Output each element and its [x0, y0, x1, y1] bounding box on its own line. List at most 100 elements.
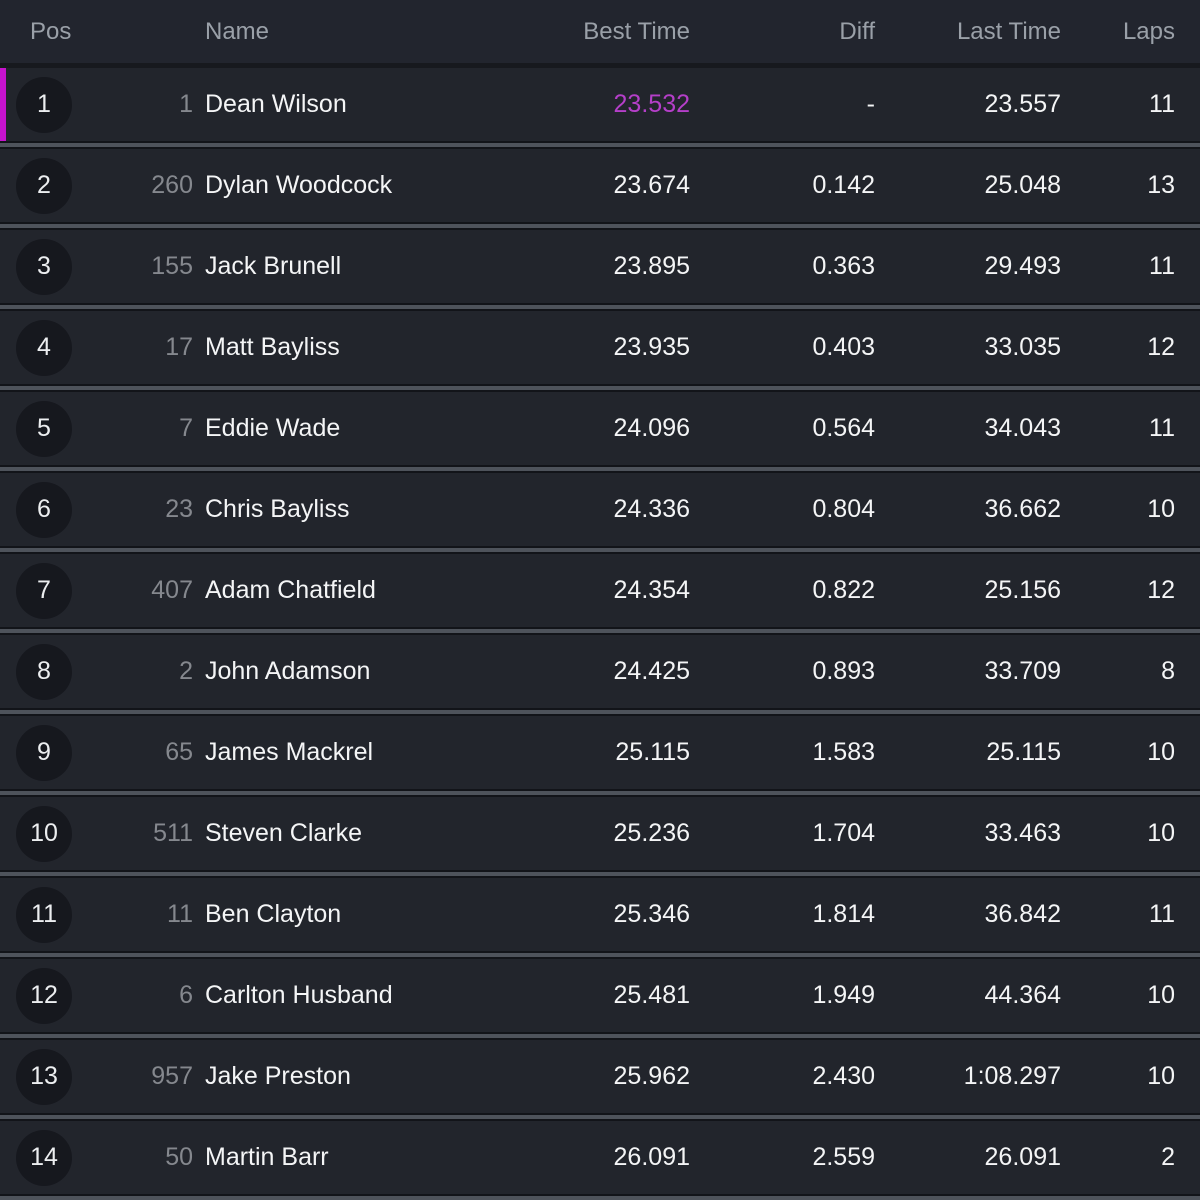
position-badge: 14: [16, 1129, 72, 1186]
best-time: 23.895: [613, 252, 690, 280]
race-number: 23: [165, 495, 193, 523]
rider-name: Chris Bayliss: [205, 495, 350, 523]
position-cell: 1: [0, 76, 100, 133]
last-time: 33.463: [984, 819, 1061, 847]
race-number: 1: [179, 90, 193, 118]
row-separator: [0, 1113, 1200, 1121]
best-time: 23.935: [613, 333, 690, 361]
column-header-diff: Diff: [839, 17, 875, 45]
race-number: 407: [151, 576, 193, 604]
table-row[interactable]: 7 407 Adam Chatfield 24.354 0.822 25.156 12: [0, 554, 1200, 627]
best-time: 23.532: [613, 90, 690, 118]
diff-time: 0.142: [812, 171, 875, 199]
rider-name: Ben Clayton: [205, 900, 342, 928]
lap-count: 11: [1149, 252, 1175, 280]
position-badge: 9: [16, 724, 72, 781]
diff-time: -: [866, 90, 875, 118]
lap-count: 13: [1147, 171, 1175, 199]
row-separator: [0, 303, 1200, 311]
lap-count: 11: [1149, 900, 1175, 928]
position-cell: 14: [0, 1129, 100, 1186]
position-cell: 7: [0, 562, 100, 619]
table-row[interactable]: 4 17 Matt Bayliss 23.935 0.403 33.035 12: [0, 311, 1200, 384]
diff-time: 1.949: [812, 981, 875, 1009]
table-row[interactable]: 3 155 Jack Brunell 23.895 0.363 29.493 11: [0, 230, 1200, 303]
rider-name: John Adamson: [205, 657, 371, 685]
column-header-name: Name: [205, 17, 270, 45]
best-time: 24.354: [613, 576, 690, 604]
race-number: 11: [167, 900, 193, 928]
position-cell: 4: [0, 319, 100, 376]
table-row[interactable]: 14 50 Martin Barr 26.091 2.559 26.091 2: [0, 1121, 1200, 1194]
position-badge: 4: [16, 319, 72, 376]
rider-name: Carlton Husband: [205, 981, 393, 1009]
diff-time: 1.814: [812, 900, 875, 928]
last-time: 26.091: [984, 1143, 1061, 1171]
last-time: 23.557: [984, 90, 1061, 118]
position-cell: 12: [0, 967, 100, 1024]
position-cell: 6: [0, 481, 100, 538]
rider-name: Dylan Woodcock: [205, 171, 393, 199]
table-row[interactable]: 2 260 Dylan Woodcock 23.674 0.142 25.048 13: [0, 149, 1200, 222]
diff-time: 1.583: [812, 738, 875, 766]
race-number: 50: [165, 1143, 193, 1171]
position-cell: 13: [0, 1048, 100, 1105]
position-badge: 1: [16, 76, 72, 133]
best-time: 25.236: [613, 819, 690, 847]
lap-count: 8: [1161, 657, 1175, 685]
race-number: 6: [179, 981, 193, 1009]
table-row[interactable]: 13 957 Jake Preston 25.962 2.430 1:08.297 10: [0, 1040, 1200, 1113]
last-time: 25.048: [984, 171, 1061, 199]
best-time: 25.115: [615, 738, 690, 766]
position-badge: 10: [16, 805, 72, 862]
table-row[interactable]: 6 23 Chris Bayliss 24.336 0.804 36.662 10: [0, 473, 1200, 546]
best-time: 23.674: [613, 171, 690, 199]
position-cell: 11: [0, 886, 100, 943]
position-badge: 6: [16, 481, 72, 538]
best-time: 25.481: [613, 981, 690, 1009]
rider-name: Eddie Wade: [205, 414, 341, 442]
diff-time: 1.704: [812, 819, 875, 847]
rider-name: James Mackrel: [205, 738, 374, 766]
row-separator: [0, 1032, 1200, 1040]
diff-time: 0.564: [812, 414, 875, 442]
race-number: 17: [165, 333, 193, 361]
table-row[interactable]: 11 11 Ben Clayton 25.346 1.814 36.842 11: [0, 878, 1200, 951]
table-row[interactable]: 5 7 Eddie Wade 24.096 0.564 34.043 11: [0, 392, 1200, 465]
lap-count: 10: [1147, 819, 1175, 847]
table-row[interactable]: 12 6 Carlton Husband 25.481 1.949 44.364 10: [0, 959, 1200, 1032]
lap-count: 11: [1149, 414, 1175, 442]
race-number: 511: [153, 819, 193, 847]
row-separator: [0, 546, 1200, 554]
rider-name: Martin Barr: [205, 1143, 329, 1171]
row-separator: [0, 222, 1200, 230]
table-row[interactable]: 8 2 John Adamson 24.425 0.893 33.709 8: [0, 635, 1200, 708]
column-header-laps: Laps: [1122, 17, 1175, 45]
lap-count: 12: [1147, 576, 1175, 604]
diff-time: 0.822: [812, 576, 875, 604]
lap-count: 11: [1149, 90, 1175, 118]
table-row[interactable]: 10 511 Steven Clarke 25.236 1.704 33.463 10: [0, 797, 1200, 870]
header-separator: [0, 63, 1200, 68]
row-separator: [0, 384, 1200, 392]
column-header-last-time: Last Time: [956, 17, 1061, 45]
diff-time: 0.893: [812, 657, 875, 685]
row-separator: [0, 1194, 1200, 1200]
position-cell: 5: [0, 400, 100, 457]
race-number: 155: [151, 252, 193, 280]
rider-name: Jack Brunell: [205, 252, 342, 280]
last-time: 36.842: [984, 900, 1061, 928]
table-row[interactable]: 1 1 Dean Wilson 23.532-23.557 11: [0, 68, 1200, 141]
last-time: 25.115: [986, 738, 1061, 766]
table-row[interactable]: 9 65 James Mackrel 25.115 1.583 25.115 10: [0, 716, 1200, 789]
rider-name: Matt Bayliss: [205, 333, 340, 361]
position-badge: 8: [16, 643, 72, 700]
position-cell: 8: [0, 643, 100, 700]
position-badge: 11: [16, 886, 72, 943]
rider-name: Adam Chatfield: [205, 576, 376, 604]
table-body: 1 1 Dean Wilson 23.532-23.557 11 2 260 Dylan Wo…: [0, 68, 1200, 1200]
row-separator: [0, 951, 1200, 959]
lap-count: 10: [1147, 495, 1175, 523]
last-time: 33.035: [984, 333, 1061, 361]
